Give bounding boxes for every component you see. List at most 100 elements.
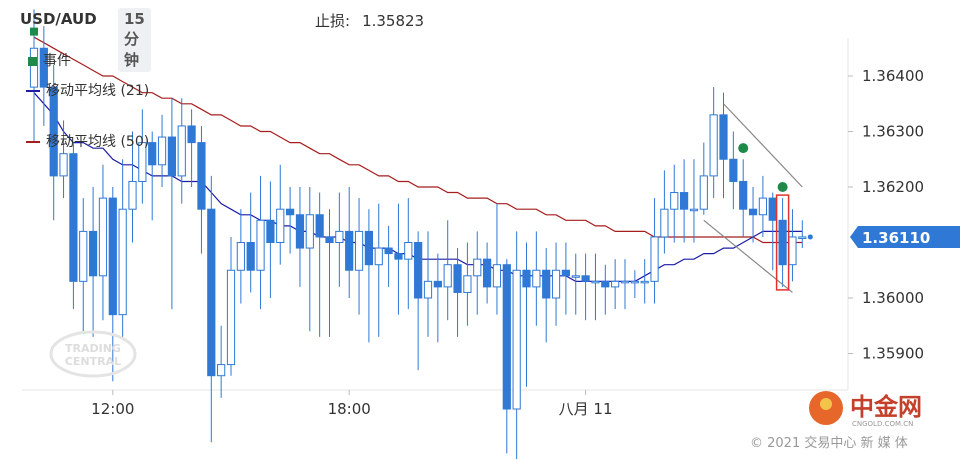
candle bbox=[226, 236, 236, 376]
stoploss-readout: 止损: 1.35823 bbox=[315, 10, 424, 31]
candle bbox=[315, 192, 324, 337]
candle bbox=[463, 242, 472, 326]
candle-body-up bbox=[443, 264, 452, 288]
candle-body-up bbox=[354, 230, 364, 271]
logo-sub: CNGOLD.COM.CN bbox=[852, 420, 913, 428]
candle-body-down bbox=[167, 136, 177, 177]
candle-body-down bbox=[197, 142, 206, 210]
candle bbox=[522, 242, 531, 387]
candle-body-up bbox=[305, 214, 314, 249]
footer-copyright: © 2021 交易中心 新 媒 体 bbox=[750, 436, 908, 451]
candle bbox=[483, 242, 492, 304]
candle-body-down bbox=[345, 230, 354, 271]
candle-body-up bbox=[660, 208, 669, 238]
candle bbox=[680, 159, 689, 243]
candle-body-up bbox=[788, 236, 797, 266]
candle bbox=[157, 114, 167, 187]
legend-ma21-label: 移动平均线 (21) bbox=[46, 83, 150, 99]
candle-body-up bbox=[532, 269, 541, 288]
candle-body-up bbox=[128, 180, 137, 210]
event-marker bbox=[738, 143, 749, 154]
candle bbox=[384, 225, 393, 287]
candle bbox=[591, 253, 600, 321]
candle bbox=[492, 203, 502, 315]
grid bbox=[22, 38, 849, 391]
watermark-line2: CENTRAL bbox=[65, 355, 121, 368]
candle bbox=[443, 220, 452, 321]
candle bbox=[404, 198, 413, 310]
candle-body-up bbox=[620, 280, 630, 284]
candle-body-down bbox=[542, 269, 551, 299]
candle-body-down bbox=[502, 264, 511, 410]
candle-body-up bbox=[709, 114, 718, 177]
candle bbox=[670, 164, 679, 243]
x-axis: 12:00 18:00 八月 11 bbox=[91, 390, 613, 418]
candle-body-down bbox=[601, 280, 610, 288]
candle bbox=[246, 192, 255, 293]
candle-body-up bbox=[256, 219, 265, 271]
candle bbox=[542, 248, 551, 343]
candle bbox=[98, 164, 108, 321]
candle-body-down bbox=[187, 125, 196, 144]
legend-events-label: 事件 bbox=[43, 53, 71, 69]
x-tick-label: 八月 11 bbox=[559, 400, 613, 418]
x-tick-label: 12:00 bbox=[91, 400, 134, 418]
candle bbox=[108, 187, 117, 382]
candle bbox=[187, 109, 196, 187]
candle bbox=[325, 209, 334, 337]
timeframe-selector[interactable]: 15分钟 bbox=[118, 8, 151, 72]
candle-body-down bbox=[315, 214, 324, 238]
candle-body-up bbox=[226, 269, 236, 366]
candle bbox=[167, 98, 177, 310]
current-price-label: 1.36110 bbox=[862, 229, 930, 247]
event-marker bbox=[777, 182, 788, 192]
candle-body-down bbox=[719, 114, 728, 160]
candle-body-down bbox=[207, 208, 216, 377]
candle-body-down bbox=[680, 192, 689, 210]
candle bbox=[601, 264, 610, 315]
legend-events[interactable]: 事件 bbox=[28, 50, 71, 70]
candle bbox=[138, 109, 147, 204]
candle bbox=[354, 198, 364, 315]
candle-body-up bbox=[236, 242, 245, 271]
candle bbox=[788, 209, 797, 282]
candle-body-up bbox=[630, 280, 639, 284]
trading-central-watermark: TRADING CENTRAL bbox=[49, 330, 137, 378]
candle-body-down bbox=[748, 208, 758, 216]
channel-line bbox=[723, 103, 803, 188]
candle-body-down bbox=[522, 269, 531, 288]
candle bbox=[345, 187, 354, 298]
candle bbox=[748, 187, 758, 243]
candle-body-up bbox=[689, 208, 699, 212]
event-marker bbox=[30, 27, 38, 36]
candle-body-up bbox=[798, 236, 807, 239]
candle bbox=[551, 242, 561, 326]
candle bbox=[571, 253, 580, 315]
y-tick-label: 1.36200 bbox=[862, 178, 924, 196]
candle bbox=[611, 259, 620, 310]
candle bbox=[256, 175, 265, 310]
candle bbox=[473, 231, 482, 315]
candle-body-down bbox=[266, 219, 275, 244]
candle-body-up bbox=[571, 275, 580, 278]
candle-body-up bbox=[59, 153, 68, 177]
candle bbox=[59, 120, 68, 199]
candle-body-down bbox=[39, 47, 48, 88]
legend-ma21[interactable]: 移动平均线 (21) bbox=[26, 80, 149, 100]
legend-ma50[interactable]: 移动平均线 (50) bbox=[26, 131, 149, 151]
candle bbox=[394, 203, 403, 315]
candle-body-up bbox=[463, 275, 472, 293]
candle bbox=[148, 131, 157, 221]
logo-name: 中金网 bbox=[850, 393, 922, 421]
candle-body-down bbox=[89, 230, 98, 277]
candle-body-up bbox=[512, 269, 521, 410]
candle-body-up bbox=[492, 264, 502, 288]
candle bbox=[689, 159, 699, 243]
candle bbox=[798, 220, 807, 249]
candle bbox=[739, 159, 748, 237]
candle bbox=[286, 187, 295, 254]
candle bbox=[414, 231, 423, 371]
candle bbox=[630, 270, 639, 298]
candle bbox=[39, 26, 48, 126]
candle bbox=[758, 175, 767, 237]
